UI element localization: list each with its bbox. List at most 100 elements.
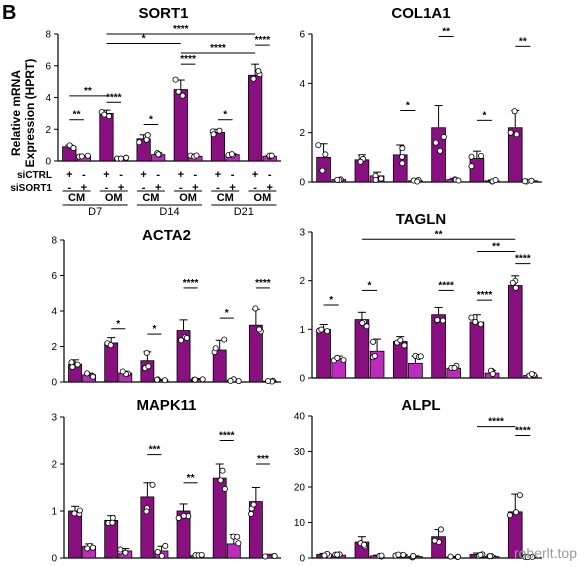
data-point xyxy=(89,544,96,551)
treatment-sign: + xyxy=(252,169,258,181)
significance-label: ** xyxy=(73,110,81,121)
y-tick-label: 0 xyxy=(45,157,51,168)
significance-label: * xyxy=(329,295,333,306)
treatment-row-label: siSORT1 xyxy=(10,183,52,194)
data-point xyxy=(363,323,370,330)
y-tick-label: 6 xyxy=(45,61,51,72)
data-point xyxy=(440,133,447,140)
data-point xyxy=(455,177,462,184)
data-point xyxy=(511,108,518,115)
data-point xyxy=(357,158,364,165)
significance-label: **** xyxy=(219,431,235,442)
data-point xyxy=(477,551,484,558)
significance-label: **** xyxy=(515,254,531,265)
significance-label: * xyxy=(116,319,120,330)
significance-label: ** xyxy=(492,241,500,252)
data-point xyxy=(468,163,475,170)
significance-label: * xyxy=(223,110,227,121)
data-point xyxy=(334,176,341,183)
data-point xyxy=(468,314,475,321)
y-tick-label: 1 xyxy=(51,507,57,518)
data-point xyxy=(507,129,514,136)
data-point xyxy=(183,334,190,341)
data-point xyxy=(528,371,535,378)
data-point xyxy=(361,541,368,548)
data-point xyxy=(71,510,78,517)
data-point xyxy=(271,553,278,560)
data-point xyxy=(175,514,182,521)
y-tick-label: 8 xyxy=(51,236,57,247)
significance-label: * xyxy=(152,324,156,335)
data-point xyxy=(158,552,165,559)
data-point xyxy=(212,345,219,352)
treatment-sign: + xyxy=(140,169,146,181)
data-point xyxy=(334,551,341,558)
data-point xyxy=(155,151,162,158)
bar xyxy=(408,362,423,379)
data-point xyxy=(437,526,444,533)
media-label: OM xyxy=(254,192,272,204)
data-point xyxy=(439,317,446,324)
day-label: D21 xyxy=(234,206,254,218)
data-point xyxy=(68,359,75,366)
significance-label: ** xyxy=(519,36,527,47)
bar xyxy=(469,321,485,379)
data-point xyxy=(84,152,91,159)
data-point xyxy=(324,328,331,335)
significance-label: ** xyxy=(84,86,92,97)
data-point xyxy=(109,519,116,526)
data-point xyxy=(198,551,205,558)
data-point xyxy=(410,553,417,560)
bar xyxy=(248,74,263,162)
y-tick-label: 2 xyxy=(299,128,305,139)
bar xyxy=(469,158,485,183)
data-point xyxy=(221,336,228,343)
significance-label: ** xyxy=(187,473,195,484)
data-point xyxy=(119,368,126,375)
data-point xyxy=(321,552,328,559)
chart-title: ACTA2 xyxy=(142,227,191,244)
chart-title: MAPK11 xyxy=(136,397,196,414)
data-point xyxy=(117,155,124,162)
data-point xyxy=(84,545,91,552)
y-tick-label: 3 xyxy=(299,228,305,239)
y-tick-label: 0 xyxy=(299,554,305,565)
y-tick-label: 4 xyxy=(51,307,57,318)
treatment-row-label: siCTRL xyxy=(17,170,52,181)
data-point xyxy=(432,139,439,146)
y-tick-label: 0 xyxy=(299,374,305,385)
treatment-sign: + xyxy=(178,169,184,181)
media-label: OM xyxy=(179,192,197,204)
treatment-sign: + xyxy=(81,182,87,194)
treatment-sign: - xyxy=(156,169,160,181)
y-tick-label: 2 xyxy=(51,342,57,353)
data-point xyxy=(217,477,224,484)
data-point xyxy=(265,377,272,384)
data-point xyxy=(417,353,424,360)
data-point xyxy=(513,131,520,138)
data-point xyxy=(399,153,406,160)
data-point xyxy=(378,175,385,182)
significance-label: **** xyxy=(255,35,271,46)
treatment-sign: - xyxy=(253,182,257,194)
y-tick-label: 1 xyxy=(299,325,305,336)
data-point xyxy=(451,365,458,372)
data-point xyxy=(145,363,152,370)
data-point xyxy=(487,553,494,560)
data-point xyxy=(175,88,182,95)
data-point xyxy=(179,92,186,99)
significance-label: * xyxy=(142,34,146,45)
data-point xyxy=(528,177,535,184)
data-point xyxy=(319,167,326,174)
data-point xyxy=(227,377,234,384)
y-tick-label: 40 xyxy=(294,412,306,423)
data-point xyxy=(516,492,523,499)
data-point xyxy=(322,151,329,158)
bar xyxy=(173,89,188,162)
treatment-sign: + xyxy=(155,182,161,194)
significance-label: **** xyxy=(183,278,199,289)
data-point xyxy=(477,321,484,328)
data-point xyxy=(359,319,366,326)
data-point xyxy=(478,152,485,159)
bar xyxy=(104,520,119,559)
